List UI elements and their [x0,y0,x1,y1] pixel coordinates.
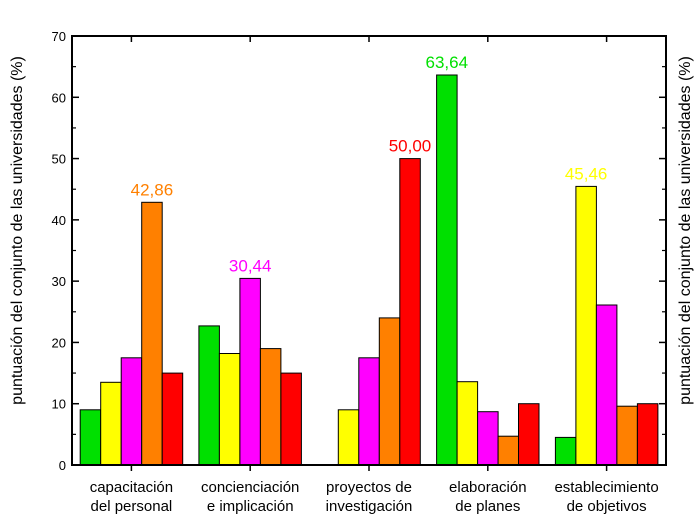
category-label: e implicación [207,498,294,515]
category-labels-layer: capacitación del personal concienciación e … [90,479,659,515]
data-label: 63,64 [426,53,469,72]
y-ticks-layer: 0 10 20 30 40 50 60 70 [52,29,666,473]
category-label: del personal [91,498,173,515]
bar [399,158,421,466]
bar [436,74,458,466]
y-tick-label: 60 [52,90,66,105]
bar [100,381,122,466]
category-label: investigación [326,498,413,515]
bar [280,372,302,466]
x-ticks-layer [130,36,608,471]
category-label: concienciación [201,479,299,496]
y-tick-label: 10 [52,397,66,412]
data-labels-layer: 42,86 30,44 50,00 63,64 45,46 [131,53,608,275]
bar [518,403,540,466]
bar [456,381,479,466]
bar [358,357,380,466]
bar [636,403,659,466]
bar [218,353,241,466]
data-label: 42,86 [131,180,174,199]
y-tick-label: 20 [52,335,66,350]
bar [79,409,102,466]
data-label: 50,00 [389,137,432,156]
category-label: de planes [455,498,520,515]
category-label: establecimiento [554,479,658,496]
bar [239,277,261,466]
bar [378,317,401,466]
bar [198,325,220,466]
y-tick-label: 50 [52,152,66,167]
bar [595,304,618,466]
y-tick-label: 40 [52,213,66,228]
bar [497,435,520,466]
bar [477,411,499,466]
bar [161,372,184,466]
data-label: 30,44 [229,256,272,275]
y-tick-label: 70 [52,29,66,44]
bar [259,348,282,466]
bar [616,405,638,466]
bars-layer [79,74,659,466]
bar [141,201,163,466]
y-axis-title-right: puntuación del conjunto de las universid… [677,56,694,405]
y-tick-label: 30 [52,274,66,289]
y-tick-label: 0 [59,458,66,473]
bar [120,357,143,466]
category-label: capacitación [90,479,173,496]
category-label: de objetivos [567,498,647,515]
bar [337,409,360,466]
y-axis-title-left: puntuación del conjunto de las universid… [9,56,26,405]
category-label: proyectos de [326,479,412,496]
bar [575,185,597,466]
bar [554,436,577,466]
category-label: elaboración [449,479,527,496]
data-label: 45,46 [565,164,608,183]
